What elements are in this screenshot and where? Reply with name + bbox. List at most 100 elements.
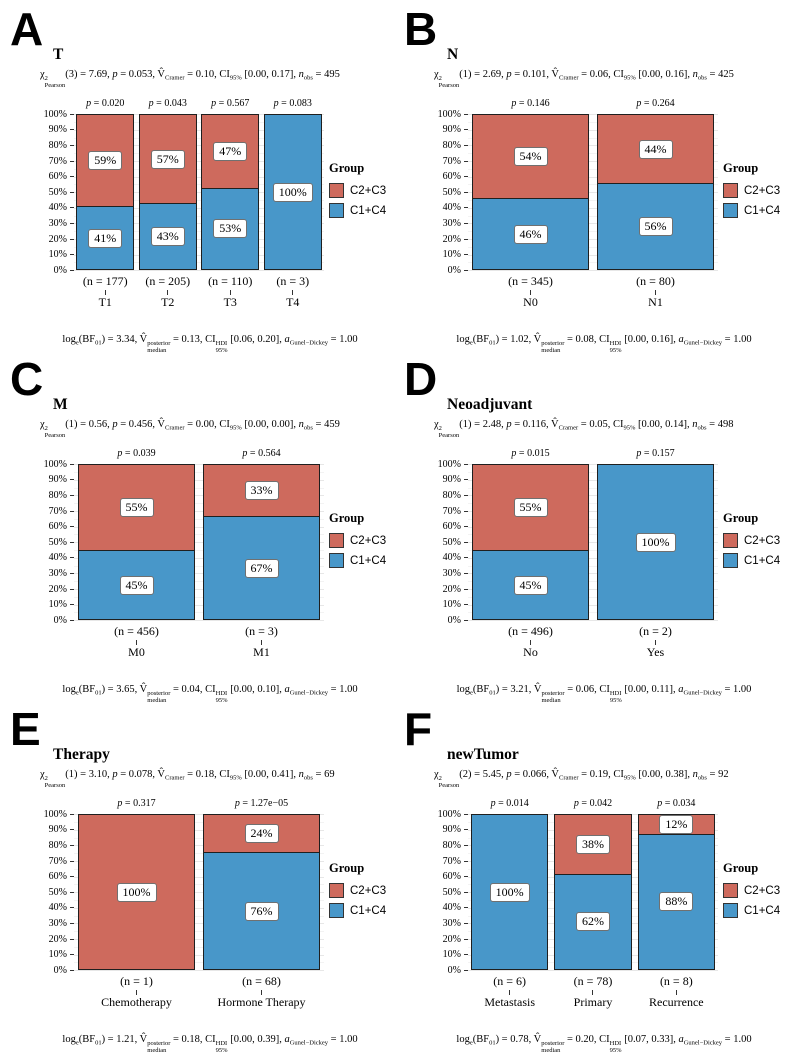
gridline xyxy=(468,542,718,544)
y-tick-label: 90% xyxy=(48,124,67,136)
y-tick: 90% xyxy=(49,824,74,835)
gridline xyxy=(74,962,324,964)
y-tick-label: 80% xyxy=(48,489,67,501)
y-tick-label: 20% xyxy=(48,933,67,945)
bar-p-value-label: p = 0.015 xyxy=(511,448,550,460)
x-tick-mark xyxy=(530,639,531,645)
y-tick-label: 20% xyxy=(442,933,461,945)
y-tick-mark xyxy=(70,844,74,846)
y-tick-mark xyxy=(70,207,74,209)
y-tick: 100% xyxy=(438,809,468,820)
gridline xyxy=(74,472,324,473)
y-tick-label: 80% xyxy=(48,139,67,151)
stacked-bar: 59% 41% xyxy=(76,114,135,271)
y-tick-mark xyxy=(70,541,74,543)
y-tick-mark xyxy=(70,876,74,878)
gridline xyxy=(74,262,324,264)
y-tick-mark xyxy=(464,176,468,178)
gridline xyxy=(468,184,718,186)
percent-label: 33% xyxy=(244,481,279,501)
y-tick: 0% xyxy=(54,965,74,976)
x-category-label: Recurrence xyxy=(649,995,704,1010)
y-tick-label: 90% xyxy=(442,824,461,836)
panel-gridlines xyxy=(468,114,718,272)
percent-label: 67% xyxy=(244,558,279,578)
y-tick: 10% xyxy=(443,249,468,260)
y-tick: 60% xyxy=(443,521,468,532)
panel-gridlines xyxy=(74,814,324,972)
gridline xyxy=(468,246,718,248)
x-category-label: T3 xyxy=(223,295,237,310)
y-tick: 30% xyxy=(49,918,74,929)
panel-gridlines xyxy=(74,464,324,622)
bar-segment: 44% xyxy=(598,115,713,183)
y-tick-mark xyxy=(70,619,74,621)
y-tick-mark xyxy=(70,829,74,831)
gridline xyxy=(468,612,718,614)
y-tick: 10% xyxy=(49,949,74,960)
plot-subtitle-statistics: χ 2 Pearson (1) = 2.48, p = 0.116, V̂Cramer… xyxy=(434,419,734,440)
plot-subtitle-statistics: χ 2 Pearson (1) = 3.10, p = 0.078, V̂Cramer… xyxy=(40,769,335,790)
panel-E: E Therapy χ 2 Pearson (1) = 3.10, p = 0.078… xyxy=(0,700,394,1054)
y-tick-mark xyxy=(70,494,74,496)
x-category-label: Metastasis xyxy=(484,995,535,1010)
y-tick: 20% xyxy=(443,234,468,245)
plot-title: Therapy xyxy=(53,746,110,763)
stacked-bar: 33% 67% xyxy=(203,464,320,621)
bar-segment: 55% xyxy=(79,465,194,550)
gridline xyxy=(468,145,718,147)
bar-segment: 100% xyxy=(79,815,194,970)
y-tick: 0% xyxy=(447,264,468,276)
y-tick-mark xyxy=(70,969,74,971)
y-tick-label: 30% xyxy=(442,567,461,579)
x-tick-mark xyxy=(261,989,262,995)
panel-letter: B xyxy=(404,3,437,55)
x-tick-mark xyxy=(675,989,677,995)
sample-size-label: (n = 1) xyxy=(120,974,153,989)
legend-item: C1+C4 xyxy=(723,203,784,219)
y-tick: 40% xyxy=(49,552,74,563)
plot: newTumor χ 2 Pearson (2) = 5.45, p = 0.066,… xyxy=(434,746,784,1054)
bar-segment: 59% xyxy=(77,115,134,207)
chart: 100% 90% 80% 70% 60% 50% 40% 30% 20% 10% 0% p = 0.… xyxy=(44,448,390,662)
y-tick-mark xyxy=(70,254,74,256)
bar-segment: 47% xyxy=(202,115,259,188)
panel-B: B N χ 2 Pearson (1) = 2.69, p = 0.101, V̂Cr… xyxy=(394,0,788,354)
gridline xyxy=(74,542,324,544)
legend-item-label: C1+C4 xyxy=(350,204,387,217)
gridline xyxy=(468,153,718,155)
y-tick: 80% xyxy=(443,840,468,851)
gridline xyxy=(468,596,718,598)
bar-segment: 100% xyxy=(471,815,548,970)
y-tick: 60% xyxy=(443,871,468,882)
y-tick: 50% xyxy=(49,887,74,898)
gridline xyxy=(74,161,324,162)
gridline xyxy=(468,581,718,583)
percent-label: 59% xyxy=(88,151,123,171)
y-tick: 20% xyxy=(443,584,468,595)
legend-item: C1+C4 xyxy=(329,203,390,219)
gridline xyxy=(468,176,718,178)
gridline xyxy=(468,472,718,473)
legend-item-label: C1+C4 xyxy=(350,904,387,917)
bar-segment: 33% xyxy=(204,465,319,517)
x-tick-mark xyxy=(509,989,511,995)
x-category-label: M1 xyxy=(253,645,270,660)
gridline xyxy=(74,246,324,248)
y-tick-mark xyxy=(70,907,74,909)
y-tick: 70% xyxy=(49,856,74,867)
gridline xyxy=(74,604,324,606)
gridline xyxy=(468,161,718,162)
gridline xyxy=(74,954,324,956)
x-category-label: Yes xyxy=(646,645,665,660)
gridline xyxy=(74,145,324,147)
chart: 100% 90% 80% 70% 60% 50% 40% 30% 20% 10% 0% p = 0.… xyxy=(44,798,390,1012)
y-tick: 30% xyxy=(442,567,468,579)
percent-label: 57% xyxy=(150,149,185,169)
gridline xyxy=(74,518,324,520)
y-tick-label: 0% xyxy=(447,264,461,276)
gridline xyxy=(74,612,324,614)
gridline xyxy=(74,479,324,481)
bar-segment: 57% xyxy=(139,115,196,203)
gridline xyxy=(74,900,324,901)
